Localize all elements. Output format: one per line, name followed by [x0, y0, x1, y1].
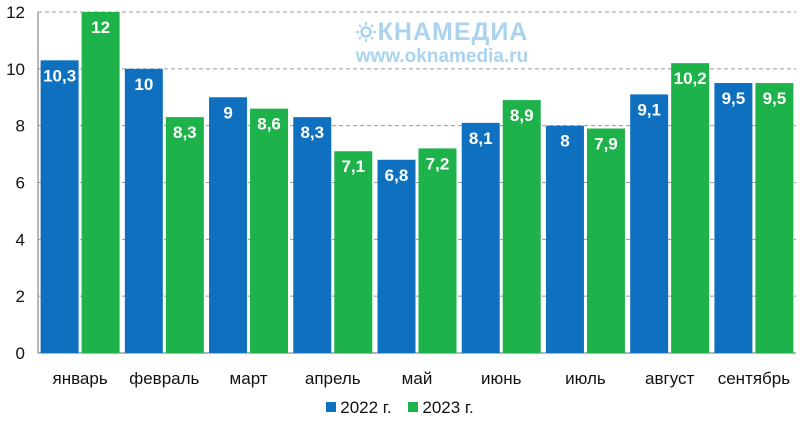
watermark-brand-text: КНАМЕДИА: [377, 18, 529, 46]
data-label: 7,1: [341, 157, 365, 176]
data-label: 7,2: [426, 154, 450, 173]
bar: [165, 117, 204, 354]
bar: [209, 97, 248, 353]
data-label: 9,1: [637, 100, 661, 119]
watermark-brand: КНАМЕДИА: [322, 18, 562, 46]
watermark: КНАМЕДИА www.oknamedia.ru: [322, 18, 562, 68]
data-label: 8: [560, 132, 569, 151]
data-label: 7,9: [594, 135, 618, 154]
y-tick-label: 12: [6, 3, 25, 22]
bar: [334, 151, 373, 353]
bar: [81, 12, 120, 353]
data-label: 8,9: [510, 106, 534, 125]
bar: [418, 148, 457, 353]
data-label: 9,5: [722, 89, 746, 108]
sun-logo-icon: [355, 22, 376, 42]
y-tick-label: 0: [16, 344, 25, 363]
data-label: 9,5: [763, 89, 787, 108]
x-tick-label: август: [645, 369, 694, 388]
data-label: 8,1: [469, 129, 493, 148]
data-label: 8,3: [173, 123, 197, 142]
data-label: 12: [91, 18, 110, 37]
bar: [293, 117, 332, 354]
bar: [461, 122, 500, 353]
legend-label-2023: 2023 г.: [422, 398, 474, 417]
bar: [671, 63, 710, 354]
bar: [124, 68, 163, 353]
y-tick-label: 8: [16, 117, 25, 136]
legend: 2022 г. 2023 г.: [0, 398, 800, 418]
x-tick-label: май: [402, 369, 433, 388]
y-tick-label: 10: [6, 60, 25, 79]
legend-item-2023: 2023 г.: [408, 398, 474, 418]
bar: [630, 94, 669, 354]
bar: [714, 83, 753, 354]
x-tick-label: июнь: [481, 369, 522, 388]
x-tick-label: апрель: [305, 369, 361, 388]
legend-swatch-2022: [326, 402, 337, 412]
bar: [545, 125, 584, 354]
data-label: 8,6: [257, 115, 281, 134]
watermark-url: www.oknamedia.ru: [355, 46, 529, 67]
x-tick-label: январь: [53, 369, 108, 388]
data-label: 8,3: [300, 123, 324, 142]
legend-item-2022: 2022 г.: [326, 398, 392, 418]
x-tick-label: сентябрь: [718, 369, 791, 388]
data-label: 10: [134, 75, 153, 94]
data-label: 10,2: [674, 69, 707, 88]
legend-label-2022: 2022 г.: [340, 398, 392, 417]
data-label: 6,8: [385, 166, 409, 185]
bar: [250, 108, 289, 353]
legend-swatch-2023: [408, 402, 419, 412]
y-tick-label: 4: [16, 230, 25, 249]
x-tick-label: июль: [565, 369, 606, 388]
data-label: 10,3: [43, 66, 76, 85]
y-tick-label: 6: [16, 174, 25, 193]
y-tick-label: 2: [16, 287, 25, 306]
x-tick-label: февраль: [129, 369, 199, 388]
bar: [40, 60, 79, 353]
bar: [502, 100, 541, 353]
data-label: 9: [223, 103, 232, 122]
bar: [377, 159, 416, 353]
bar: [755, 83, 794, 354]
x-tick-label: март: [230, 369, 268, 388]
bar: [586, 128, 625, 353]
